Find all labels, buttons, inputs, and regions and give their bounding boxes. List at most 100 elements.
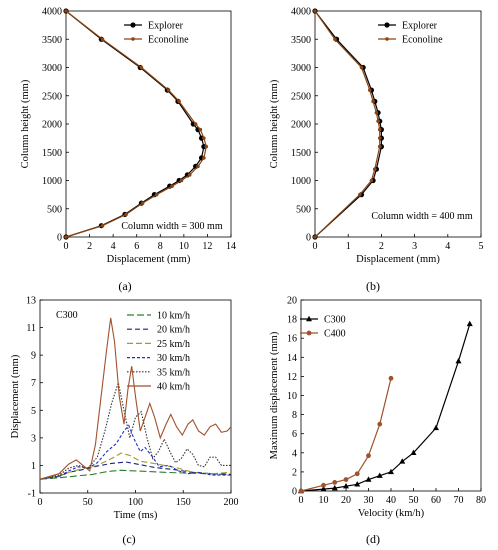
legend-marker (384, 22, 390, 28)
data-point (170, 184, 174, 188)
y-tick-label: 3000 (291, 63, 311, 74)
data-point (377, 136, 382, 140)
x-axis-label: Displacement (mm) (107, 254, 191, 265)
data-point (100, 37, 105, 42)
data-point (358, 192, 362, 197)
series-line-2 (39, 461, 232, 480)
x-tick-label: 0 (299, 495, 304, 506)
data-point (124, 212, 128, 217)
data-point (343, 483, 349, 489)
y-tick-label: 4000 (291, 7, 311, 18)
data-point (372, 167, 377, 171)
legend-label: Econoline (148, 35, 189, 46)
x-tick-label: 2 (379, 241, 384, 252)
legend-label: 35 km/h (157, 367, 190, 378)
x-tick-label: 200 (224, 497, 239, 508)
data-point (365, 476, 372, 482)
legend-label: C400 (324, 329, 346, 340)
y-tick-label: 13 (26, 296, 36, 307)
y-axis-label: Column height (mm) (20, 79, 31, 168)
data-point (196, 164, 200, 169)
y-tick-label: 500 (296, 204, 311, 215)
data-point (64, 9, 68, 13)
legend-marker (131, 37, 135, 41)
y-tick-label: 3500 (42, 35, 62, 46)
data-point (371, 99, 375, 104)
y-tick-label: 0 (306, 233, 311, 244)
y-axis-label: Column height (mm) (269, 79, 280, 168)
y-tick-label: 10 (287, 391, 297, 402)
data-point (193, 122, 198, 126)
y-tick-label: 0 (57, 233, 62, 244)
legend-label: Explorer (402, 21, 438, 32)
legend-label: 20 km/h (157, 325, 190, 336)
data-point (366, 453, 371, 459)
y-tick-label: 2 (292, 467, 297, 478)
legend-label: 10 km/h (157, 311, 190, 322)
x-tick-label: 8 (158, 241, 163, 252)
data-point (320, 485, 327, 492)
series-line-6 (39, 317, 232, 480)
data-point (374, 110, 379, 115)
data-point (179, 178, 184, 183)
data-point (354, 471, 360, 477)
data-point (64, 235, 68, 239)
y-tick-label: 2500 (42, 91, 62, 102)
data-point (202, 136, 206, 140)
y-tick-label: 1500 (42, 148, 62, 159)
y-tick-label: 1000 (291, 176, 311, 187)
legend-label: 25 km/h (157, 339, 190, 350)
panel-label: (d) (366, 532, 380, 546)
series-line-2 (314, 10, 381, 238)
panel-d: 0 10 20 30 40 50 60 70 80 0 2 4 6 8 10 12 14 16 18 20 Veloci… (269, 296, 486, 547)
data-point (376, 472, 383, 478)
y-tick-label: 2000 (291, 120, 311, 131)
data-point (331, 484, 338, 491)
legend-marker (306, 315, 312, 322)
x-axis-label: Displacement (mm) (356, 254, 440, 265)
x-tick-label: 50 (83, 497, 93, 508)
y-tick-label: 18 (287, 315, 297, 326)
x-axis-label: Time (ms) (114, 510, 158, 521)
data-point (388, 468, 394, 475)
x-tick-label: 30 (364, 495, 374, 506)
y-tick-label: 2500 (291, 91, 311, 102)
x-tick-label: 5 (479, 241, 484, 252)
panel-label: (a) (118, 279, 131, 293)
data-point (187, 173, 192, 177)
panel-a: 0 2 4 6 8 10 12 14 0 500 1000 1500 2000 2500 3000 3500 4… (20, 7, 236, 294)
series-line-1 (314, 10, 382, 238)
series-line-2 (300, 378, 392, 492)
data-point (313, 235, 317, 239)
data-point (100, 223, 105, 228)
x-tick-label: 50 (409, 495, 419, 506)
column-width-annotation: Column width = 400 mm (371, 211, 472, 222)
y-tick-label: 4 (292, 448, 297, 459)
x-tick-label: 4 (111, 241, 116, 252)
x-tick-label: 80 (476, 495, 486, 506)
data-point (388, 375, 394, 381)
data-point (139, 65, 144, 70)
x-tick-label: 0 (64, 241, 69, 252)
y-axis-label: Displacement (mm) (10, 354, 21, 438)
panel-b: 0 1 2 3 4 5 0 500 1000 1500 2000 2500 3000 3500 4000 Di… (269, 7, 484, 294)
legend-label: 30 km/h (157, 353, 190, 364)
y-tick-label: 12 (287, 372, 297, 383)
x-tick-label: 100 (128, 497, 143, 508)
y-tick-label: 1 (31, 461, 36, 472)
data-point (321, 482, 326, 488)
y-tick-label: 9 (31, 351, 36, 362)
y-tick-label: 8 (292, 410, 297, 421)
data-point (154, 192, 159, 197)
data-point (198, 127, 203, 132)
y-tick-label: 14 (287, 353, 297, 364)
legend-label: Explorer (148, 21, 184, 32)
x-axis-label: Velocity (km/h) (358, 508, 425, 519)
data-point (466, 320, 473, 327)
panel-title: C300 (56, 310, 78, 321)
y-tick-label: 1000 (42, 176, 62, 187)
y-tick-label: 2000 (42, 120, 62, 131)
legend-marker (306, 330, 312, 336)
